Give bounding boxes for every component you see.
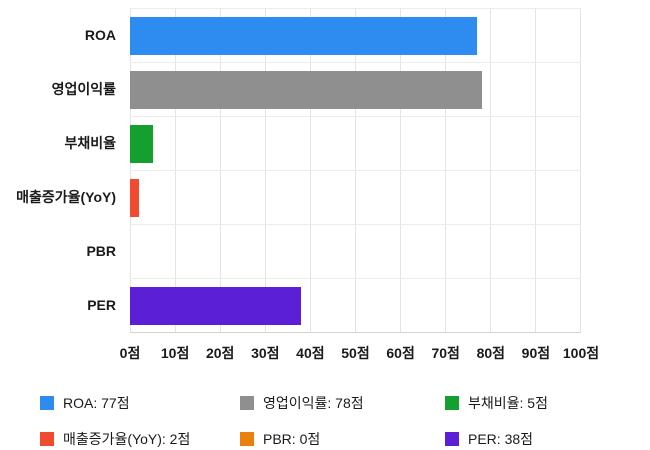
x-axis-tick-label: 0점 [119, 345, 141, 361]
x-axis: 0점 10점 20점 30점 40점 50점 60점 70점 80점 90점 100점 [120, 335, 599, 367]
y-axis-label: PBR [86, 243, 116, 259]
y-axis-label: 부채비율 [64, 135, 116, 151]
y-axis-label: PER [87, 297, 116, 313]
bar [130, 124, 153, 163]
bar [130, 286, 302, 325]
chart-row [130, 279, 581, 333]
legend-swatch-icon [445, 396, 459, 410]
legend-swatch-icon [240, 432, 254, 446]
x-axis-tick-label: 30점 [251, 345, 280, 361]
legend-label: PBR: 0점 [263, 431, 321, 447]
chart-row [130, 63, 581, 117]
legend-item: 부채비율: 5점 [445, 393, 650, 413]
legend-swatch-icon [40, 432, 54, 446]
x-axis-tick-label: 100점 [562, 345, 600, 361]
x-axis-tick-label: 20점 [205, 345, 235, 361]
chart-row [130, 117, 581, 171]
legend-swatch-icon [40, 396, 54, 410]
legend-swatch-icon [240, 396, 254, 410]
legend-item: ROA: 77점 [40, 393, 240, 413]
chart-row [130, 171, 581, 225]
plot-area [130, 8, 581, 333]
x-axis-tick-label: 50점 [341, 345, 370, 361]
chart-row [130, 9, 581, 63]
legend-label: 매출증가율(YoY): 2점 [63, 431, 191, 447]
legend-item: 매출증가율(YoY): 2점 [40, 429, 240, 449]
legend-label: PER: 38점 [468, 431, 534, 447]
chart-row [130, 225, 581, 279]
y-axis-label: 영업이익률 [51, 81, 116, 97]
legend-item: 영업이익률: 78점 [240, 393, 445, 413]
bar [130, 178, 140, 217]
bar [130, 16, 478, 55]
y-axis-label: 매출증가율(YoY) [16, 189, 116, 205]
legend-item: PBR: 0점 [240, 429, 445, 449]
bar [130, 70, 482, 109]
x-axis-tick-label: 40점 [296, 345, 325, 361]
x-axis-tick-label: 10점 [160, 345, 190, 361]
legend-label: ROA: 77점 [63, 395, 130, 411]
legend-item: PER: 38점 [445, 429, 650, 449]
y-axis-label: ROA [84, 27, 116, 43]
x-axis-tick-label: 80점 [476, 345, 506, 361]
x-axis-tick-label: 60점 [386, 345, 415, 361]
legend-swatch-icon [445, 432, 459, 446]
legend-label: 부채비율: 5점 [468, 395, 548, 411]
legend-label: 영업이익률: 78점 [263, 395, 364, 411]
x-axis-tick-label: 70점 [431, 345, 460, 361]
x-axis-tick-label: 90점 [521, 345, 551, 361]
